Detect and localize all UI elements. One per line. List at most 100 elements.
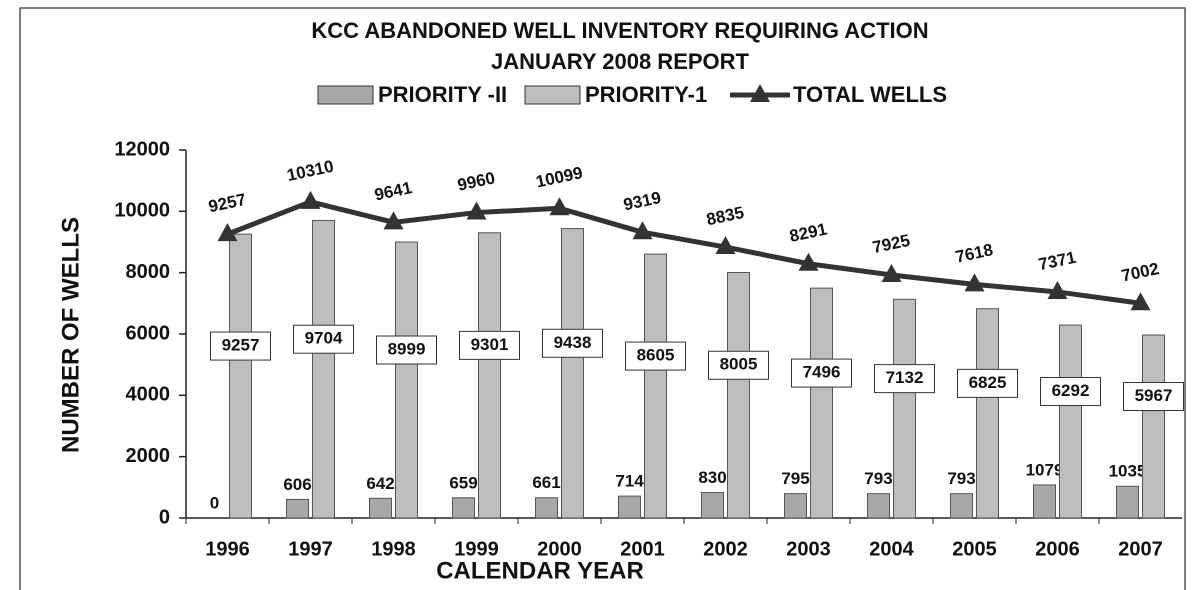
- data-label-box: [791, 358, 852, 388]
- data-label: 7925: [871, 231, 912, 257]
- y-tick-label: 0: [159, 506, 170, 528]
- data-label: 8291: [788, 220, 829, 246]
- data-label-box: [542, 328, 603, 358]
- y-axis-label: NUMBER OF WELLS: [57, 217, 84, 453]
- line: [226, 199, 1141, 306]
- legend-swatch: [317, 85, 374, 105]
- x-tick-label: 2001: [620, 538, 665, 560]
- bar: [1033, 484, 1056, 519]
- data-label-box: [210, 331, 271, 361]
- data-label: 9438: [554, 333, 592, 352]
- data-label: 1079: [1026, 460, 1064, 479]
- data-label: 7002: [1120, 259, 1161, 285]
- data-label-box: [625, 341, 686, 371]
- data-label: 9257: [222, 336, 260, 355]
- marker: [549, 197, 570, 216]
- bar: [1059, 324, 1082, 519]
- data-label: 0: [210, 493, 219, 512]
- legend-label: PRIORITY-1: [585, 82, 707, 107]
- y-tick-label: 12000: [114, 138, 170, 160]
- marker: [217, 223, 238, 242]
- data-label: 8605: [637, 346, 675, 365]
- data-label: 659: [449, 473, 477, 492]
- bar: [727, 272, 750, 519]
- legend-swatch: [750, 84, 770, 102]
- data-label: 661: [532, 473, 560, 492]
- marker: [1130, 292, 1151, 311]
- bar: [784, 493, 807, 519]
- chart-subtitle: JANUARY 2008 REPORT: [491, 49, 750, 74]
- data-label: 793: [864, 469, 892, 488]
- bar: [286, 498, 309, 519]
- bar: [561, 228, 584, 519]
- marker: [798, 252, 819, 271]
- data-label: 793: [947, 469, 975, 488]
- marker: [300, 190, 321, 209]
- y-tick-label: 6000: [126, 322, 171, 344]
- data-label: 7496: [803, 363, 841, 382]
- x-tick-label: 2005: [952, 538, 997, 560]
- bar: [618, 495, 641, 519]
- data-label-box: [376, 335, 437, 365]
- data-label: 7132: [886, 368, 924, 387]
- legend: PRIORITY -II PRIORITY-1 TOTAL WELLS: [317, 82, 947, 107]
- data-label: 5967: [1135, 386, 1173, 405]
- data-label: 606: [283, 475, 311, 494]
- x-tick-label: 2004: [869, 538, 914, 560]
- legend-label: PRIORITY -II: [378, 82, 507, 107]
- bar: [950, 493, 973, 519]
- marker: [964, 273, 985, 292]
- data-label-box: [459, 330, 520, 360]
- data-label-box: [1040, 377, 1101, 407]
- data-label: 9319: [622, 188, 663, 214]
- bar: [369, 497, 392, 519]
- legend-swatch: [524, 85, 581, 105]
- data-label: 830: [698, 468, 726, 487]
- data-label: 9704: [305, 329, 343, 348]
- bar: [976, 308, 999, 519]
- bar: [452, 497, 475, 519]
- data-label-box: [1123, 382, 1184, 412]
- data-label: 8005: [720, 355, 758, 374]
- data-label: 795: [781, 469, 809, 488]
- bar: [701, 492, 724, 519]
- bar: [395, 241, 418, 519]
- data-label: 9301: [471, 335, 509, 354]
- y-tick-label: 8000: [126, 261, 171, 283]
- x-tick-label: 1998: [371, 538, 416, 560]
- data-label: 9257: [207, 190, 248, 216]
- x-tick-label: 2003: [786, 538, 831, 560]
- bar: [644, 253, 667, 519]
- frame: [19, 7, 1186, 590]
- marker: [881, 263, 902, 282]
- data-label-box: [293, 324, 354, 354]
- marker: [466, 201, 487, 220]
- marker: [632, 221, 653, 240]
- x-tick-label: 2002: [703, 538, 748, 560]
- data-label: 714: [615, 472, 644, 491]
- x-tick-label: 2006: [1035, 538, 1080, 560]
- x-tick-label: 1996: [205, 538, 250, 560]
- marker: [715, 236, 736, 255]
- data-label: 9641: [373, 178, 414, 204]
- bar: [1142, 334, 1165, 519]
- x-axis-label: CALENDAR YEAR: [436, 557, 644, 584]
- bar: [229, 233, 252, 519]
- data-label: 642: [366, 474, 394, 493]
- x-tick-label: 2007: [1118, 538, 1163, 560]
- data-label: 10310: [285, 157, 335, 185]
- bar: [810, 287, 833, 519]
- y-tick-label: 4000: [126, 384, 171, 406]
- x-tick-label: 1997: [288, 538, 333, 560]
- bar: [867, 493, 890, 519]
- data-label: 1035: [1109, 462, 1147, 481]
- data-label: 6825: [969, 373, 1007, 392]
- data-label: 8999: [388, 339, 426, 358]
- marker: [1047, 280, 1068, 299]
- data-label-box: [957, 368, 1018, 398]
- marker: [383, 211, 404, 230]
- bar: [535, 497, 558, 519]
- data-label: 7618: [954, 240, 995, 266]
- y-tick-label: 10000: [114, 200, 170, 222]
